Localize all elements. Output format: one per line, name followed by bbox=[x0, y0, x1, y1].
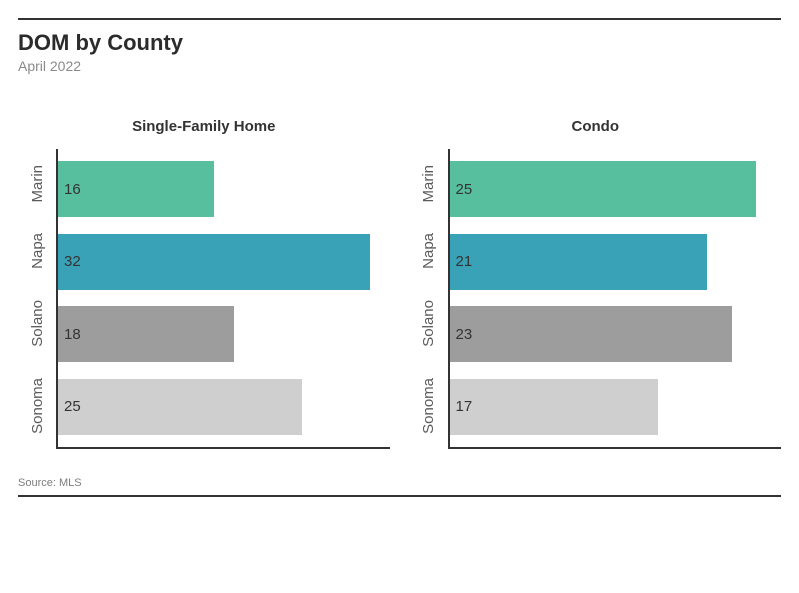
chart-subtitle: April 2022 bbox=[18, 58, 781, 74]
bar-value: 32 bbox=[58, 253, 81, 270]
bar: 16 bbox=[58, 161, 214, 217]
charts-row: Single-Family Home Marin Napa Solano Son… bbox=[18, 118, 781, 449]
bottom-rule bbox=[18, 495, 781, 497]
plot-sfh: Marin Napa Solano Sonoma 16 32 18 25 bbox=[18, 149, 390, 449]
bar-value: 16 bbox=[58, 181, 81, 198]
chart-frame: DOM by County April 2022 Single-Family H… bbox=[18, 18, 781, 497]
ylabel: Napa bbox=[420, 233, 437, 269]
bar: 25 bbox=[450, 161, 757, 217]
ylabel: Sonoma bbox=[420, 378, 437, 434]
bar: 21 bbox=[450, 234, 708, 290]
chart-title: DOM by County bbox=[18, 30, 781, 56]
bar: 17 bbox=[450, 379, 659, 435]
bar-value: 25 bbox=[58, 398, 81, 415]
ylabel: Sonoma bbox=[29, 378, 46, 434]
bar: 32 bbox=[58, 234, 370, 290]
ylabel: Marin bbox=[29, 165, 46, 203]
bar-value: 25 bbox=[450, 181, 473, 198]
bar-value: 17 bbox=[450, 398, 473, 415]
bar-value: 18 bbox=[58, 326, 81, 343]
bars-area-condo: 25 21 23 17 bbox=[448, 149, 782, 449]
ylabel: Solano bbox=[420, 300, 437, 347]
bars-area-sfh: 16 32 18 25 bbox=[56, 149, 390, 449]
bar-value: 23 bbox=[450, 326, 473, 343]
ylabels-condo: Marin Napa Solano Sonoma bbox=[410, 149, 448, 449]
panel-title-condo: Condo bbox=[410, 118, 782, 135]
ylabels-sfh: Marin Napa Solano Sonoma bbox=[18, 149, 56, 449]
panel-condo: Condo Marin Napa Solano Sonoma 25 21 23 … bbox=[410, 118, 782, 449]
panel-title-sfh: Single-Family Home bbox=[18, 118, 390, 135]
bar: 18 bbox=[58, 306, 234, 362]
bar-value: 21 bbox=[450, 253, 473, 270]
plot-condo: Marin Napa Solano Sonoma 25 21 23 17 bbox=[410, 149, 782, 449]
bar: 23 bbox=[450, 306, 732, 362]
top-rule bbox=[18, 18, 781, 20]
ylabel: Marin bbox=[420, 165, 437, 203]
panel-sfh: Single-Family Home Marin Napa Solano Son… bbox=[18, 118, 390, 449]
source-text: Source: MLS bbox=[18, 477, 781, 489]
ylabel: Napa bbox=[29, 233, 46, 269]
ylabel: Solano bbox=[29, 300, 46, 347]
bar: 25 bbox=[58, 379, 302, 435]
